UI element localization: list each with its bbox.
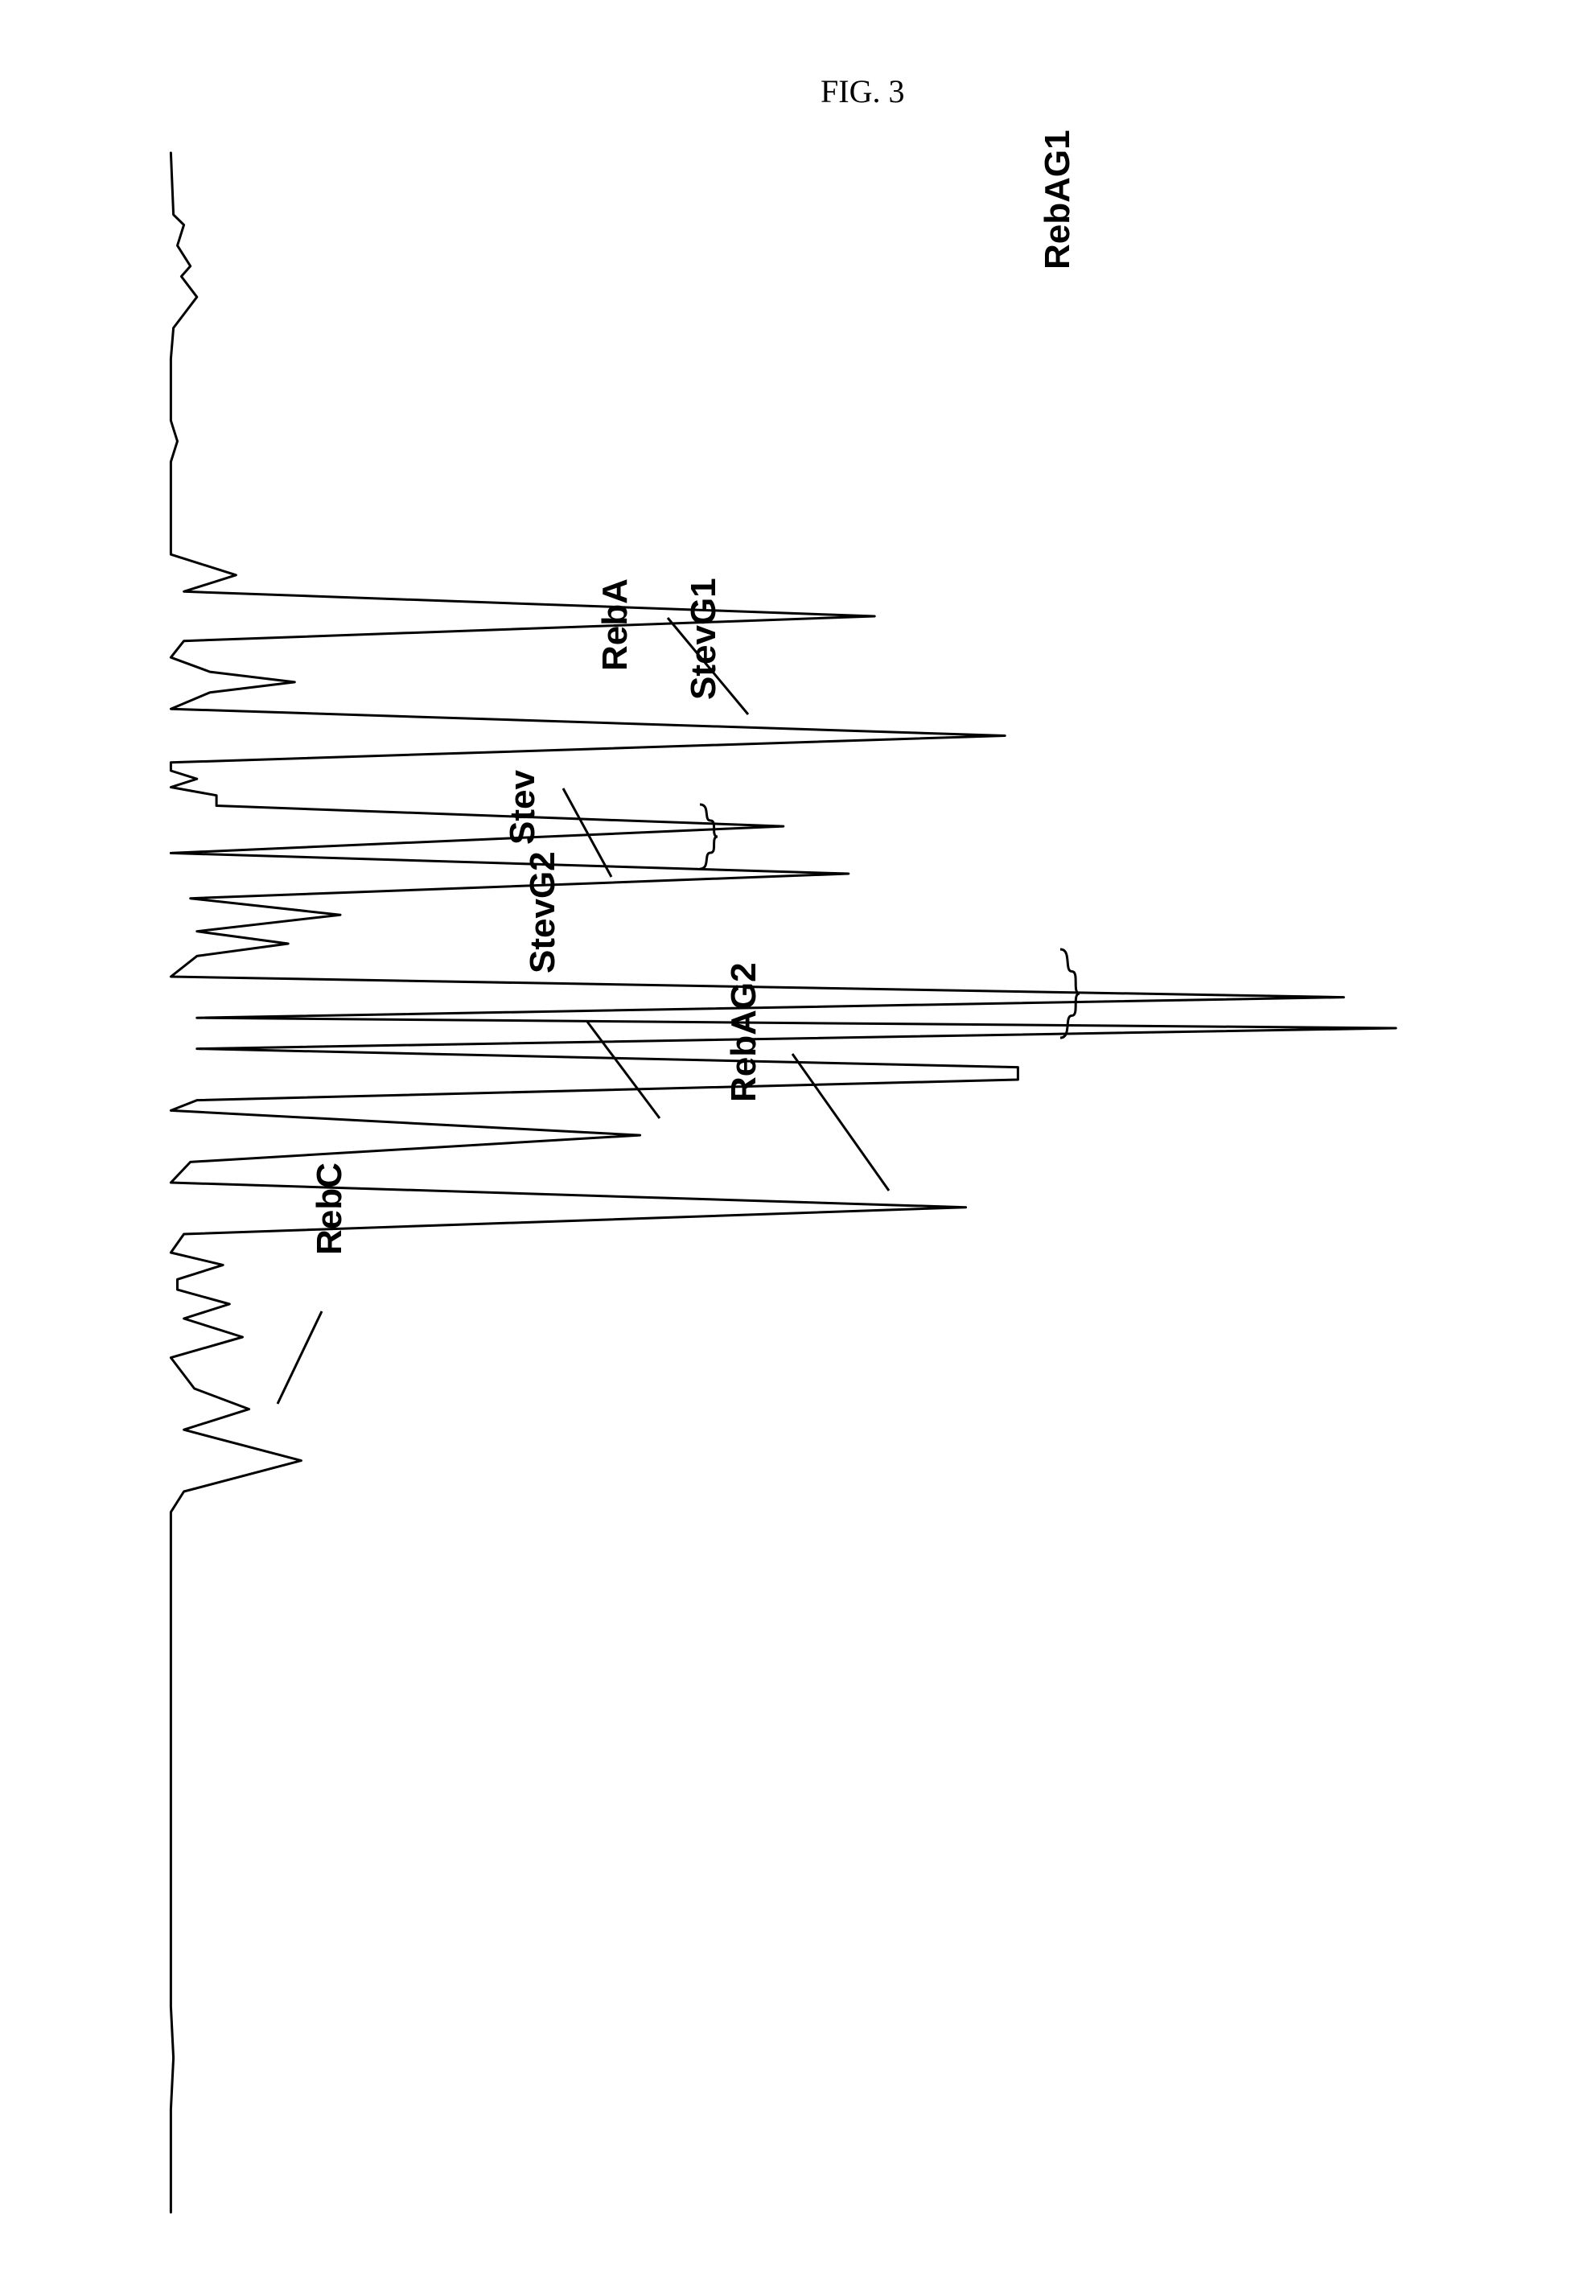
peak-label-stevg1: StevG1 — [684, 578, 724, 700]
leader-line — [563, 788, 611, 877]
stevg1-bracket — [700, 804, 718, 869]
leader-line — [792, 1054, 889, 1191]
chromatogram-path — [171, 153, 1396, 2212]
peak-label-rebag1: RebAG1 — [1038, 130, 1078, 270]
chromatogram-trace — [171, 153, 1396, 2212]
leader-line — [278, 1311, 322, 1404]
peak-label-rebag2: RebAG2 — [724, 962, 764, 1102]
peak-label-reba: RebA — [595, 578, 636, 671]
peak-label-rebc: RebC — [310, 1162, 350, 1255]
chromatogram-plot — [0, 0, 1596, 2296]
leader-line — [587, 1022, 660, 1118]
peak-label-stevg2: StevG2 — [523, 851, 563, 973]
peak-label-stev: Stev — [503, 770, 543, 845]
